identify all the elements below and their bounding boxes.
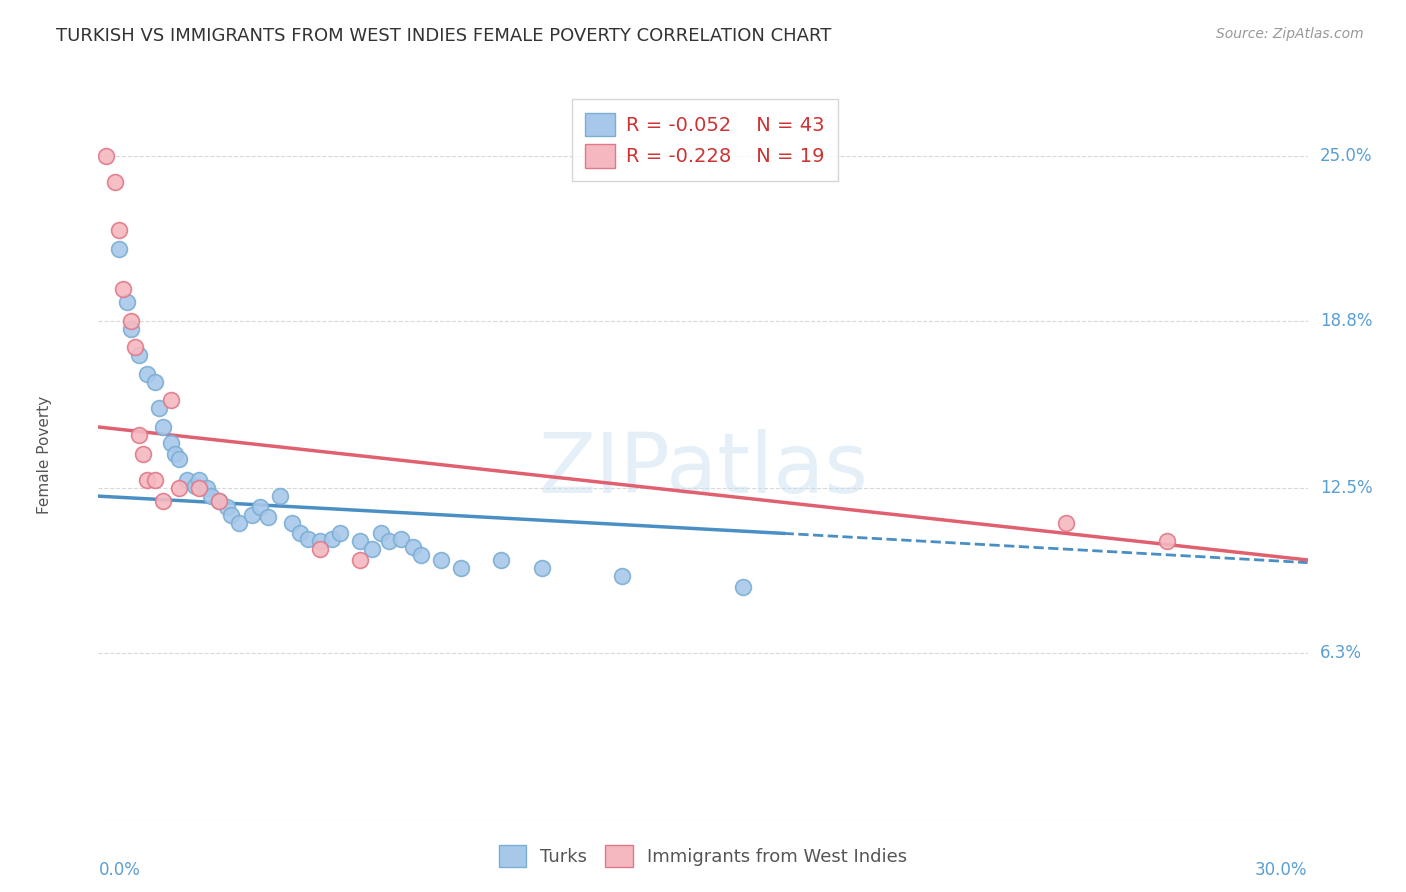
Point	[188, 481, 211, 495]
Point	[103, 175, 125, 189]
Text: 0.0%: 0.0%	[98, 861, 141, 879]
Point	[402, 540, 425, 554]
Point	[377, 534, 399, 549]
Legend: R = -0.052    N = 43, R = -0.228    N = 19: R = -0.052 N = 43, R = -0.228 N = 19	[572, 99, 838, 181]
Point	[249, 500, 271, 514]
Point	[321, 532, 343, 546]
Point	[288, 526, 311, 541]
Point	[163, 447, 186, 461]
Point	[1054, 516, 1077, 530]
Point	[450, 561, 472, 575]
Point	[120, 321, 142, 335]
Point	[188, 473, 211, 487]
Point	[491, 553, 513, 567]
Point	[297, 532, 319, 546]
Point	[152, 420, 174, 434]
Text: ZIPatlas: ZIPatlas	[538, 429, 868, 510]
Point	[143, 473, 166, 487]
Point	[132, 447, 155, 461]
Text: 12.5%: 12.5%	[1320, 479, 1372, 497]
Point	[361, 542, 384, 557]
Point	[167, 451, 190, 466]
Point	[120, 313, 142, 327]
Point	[309, 534, 332, 549]
Text: 18.8%: 18.8%	[1320, 311, 1372, 330]
Point	[208, 494, 231, 508]
Point	[208, 494, 231, 508]
Point	[107, 223, 129, 237]
Point	[128, 348, 150, 362]
Point	[217, 500, 239, 514]
Point	[124, 340, 146, 354]
Point	[184, 478, 207, 492]
Point	[200, 489, 222, 503]
Point	[409, 548, 432, 562]
Point	[152, 494, 174, 508]
Text: TURKISH VS IMMIGRANTS FROM WEST INDIES FEMALE POVERTY CORRELATION CHART: TURKISH VS IMMIGRANTS FROM WEST INDIES F…	[56, 27, 831, 45]
Text: 30.0%: 30.0%	[1256, 861, 1308, 879]
Point	[96, 149, 118, 163]
Point	[269, 489, 291, 503]
Point	[160, 436, 183, 450]
Point	[430, 553, 453, 567]
Point	[143, 375, 166, 389]
Point	[329, 526, 352, 541]
Text: Source: ZipAtlas.com: Source: ZipAtlas.com	[1216, 27, 1364, 41]
Point	[389, 532, 412, 546]
Point	[167, 481, 190, 495]
Point	[612, 569, 634, 583]
Point	[228, 516, 250, 530]
Point	[256, 510, 278, 524]
Point	[370, 526, 392, 541]
Point	[195, 481, 218, 495]
Point	[733, 580, 755, 594]
Point	[135, 367, 157, 381]
Point	[115, 295, 138, 310]
Text: 25.0%: 25.0%	[1320, 146, 1372, 165]
Point	[221, 508, 243, 522]
Point	[111, 282, 134, 296]
Point	[309, 542, 332, 557]
Point	[148, 401, 170, 416]
Point	[128, 428, 150, 442]
Text: Female Poverty: Female Poverty	[37, 396, 52, 514]
Point	[107, 242, 129, 256]
Point	[1156, 534, 1178, 549]
Point	[349, 534, 371, 549]
Point	[135, 473, 157, 487]
Point	[240, 508, 263, 522]
Point	[176, 473, 198, 487]
Point	[160, 393, 183, 408]
Point	[349, 553, 371, 567]
Text: 6.3%: 6.3%	[1320, 644, 1361, 662]
Point	[281, 516, 304, 530]
Legend: Turks, Immigrants from West Indies: Turks, Immigrants from West Indies	[492, 838, 914, 874]
Point	[530, 561, 553, 575]
